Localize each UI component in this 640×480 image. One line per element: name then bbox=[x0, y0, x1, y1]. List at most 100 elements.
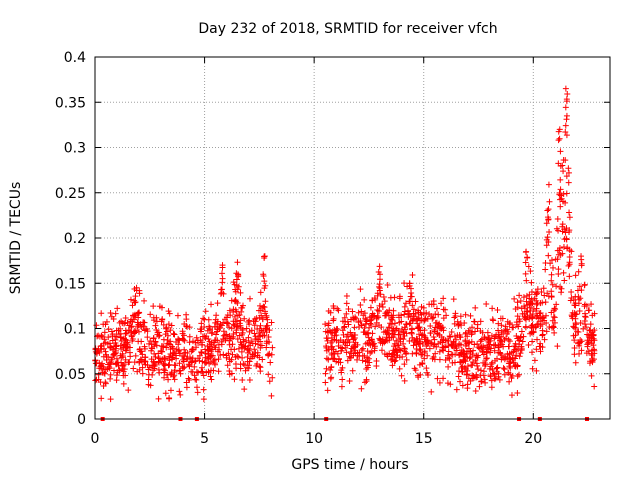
data-point bbox=[457, 378, 464, 385]
data-point bbox=[540, 314, 547, 321]
data-point bbox=[572, 293, 579, 300]
data-point bbox=[549, 317, 556, 324]
data-point bbox=[180, 353, 187, 360]
data-point bbox=[440, 306, 447, 313]
data-point bbox=[116, 319, 123, 326]
data-point bbox=[361, 379, 368, 386]
data-point bbox=[367, 304, 374, 311]
data-point bbox=[142, 361, 149, 368]
data-point bbox=[100, 383, 107, 390]
data-point bbox=[257, 364, 264, 371]
data-point bbox=[522, 249, 529, 256]
data-point bbox=[132, 352, 139, 359]
data-point bbox=[260, 271, 267, 278]
data-point bbox=[401, 377, 408, 384]
data-point bbox=[246, 377, 253, 384]
data-point bbox=[557, 186, 564, 193]
data-point bbox=[543, 236, 550, 243]
data-point bbox=[478, 336, 485, 343]
data-point bbox=[204, 355, 211, 362]
data-point bbox=[491, 347, 498, 354]
data-point bbox=[450, 296, 457, 303]
data-point bbox=[334, 350, 341, 357]
data-point bbox=[193, 344, 200, 351]
data-point bbox=[403, 330, 410, 337]
data-point bbox=[151, 343, 158, 350]
data-point bbox=[257, 344, 264, 351]
data-point bbox=[512, 362, 519, 369]
data-point bbox=[364, 362, 371, 369]
data-point bbox=[424, 352, 431, 359]
data-point bbox=[495, 373, 502, 380]
data-point bbox=[428, 301, 435, 308]
y-tick-label: 0.1 bbox=[64, 322, 86, 338]
data-point bbox=[421, 355, 428, 362]
data-point bbox=[414, 325, 421, 332]
data-point bbox=[565, 165, 572, 172]
data-point bbox=[529, 365, 536, 372]
data-point bbox=[102, 348, 109, 355]
data-point bbox=[557, 163, 564, 170]
data-point bbox=[208, 301, 215, 308]
data-point bbox=[434, 375, 441, 382]
data-point bbox=[198, 368, 205, 375]
data-point bbox=[189, 355, 196, 362]
data-point bbox=[550, 324, 557, 331]
data-point bbox=[113, 355, 120, 362]
data-point bbox=[533, 367, 540, 374]
data-point bbox=[352, 350, 359, 357]
data-point bbox=[256, 363, 263, 370]
data-point bbox=[556, 135, 563, 142]
data-point bbox=[343, 310, 350, 317]
data-point bbox=[403, 350, 410, 357]
data-point bbox=[472, 304, 479, 311]
data-point bbox=[548, 293, 555, 300]
data-point bbox=[473, 371, 480, 378]
data-point bbox=[502, 323, 509, 330]
data-point bbox=[148, 347, 155, 354]
data-point bbox=[145, 376, 152, 383]
data-point bbox=[361, 296, 368, 303]
data-point bbox=[160, 336, 167, 343]
data-point bbox=[409, 318, 416, 325]
data-point bbox=[373, 362, 380, 369]
data-point bbox=[103, 318, 110, 325]
data-point bbox=[529, 338, 536, 345]
data-point bbox=[510, 324, 517, 331]
data-point bbox=[380, 338, 387, 345]
data-point bbox=[573, 321, 580, 328]
data-point bbox=[145, 381, 152, 388]
data-point bbox=[107, 371, 114, 378]
data-point bbox=[339, 327, 346, 334]
data-point bbox=[549, 281, 556, 288]
data-point bbox=[141, 297, 148, 304]
data-point bbox=[167, 327, 174, 334]
data-point bbox=[112, 310, 119, 317]
data-point bbox=[234, 259, 241, 266]
data-point bbox=[495, 335, 502, 342]
data-point bbox=[396, 314, 403, 321]
data-point bbox=[245, 349, 252, 356]
data-point bbox=[157, 347, 164, 354]
data-point bbox=[230, 279, 237, 286]
data-point bbox=[392, 357, 399, 364]
data-point bbox=[473, 360, 480, 367]
data-point bbox=[527, 307, 534, 314]
data-point bbox=[537, 348, 544, 355]
data-point bbox=[389, 362, 396, 369]
data-point bbox=[380, 294, 387, 301]
data-point bbox=[464, 363, 471, 370]
data-point bbox=[189, 369, 196, 376]
data-point bbox=[374, 312, 381, 319]
data-point bbox=[363, 318, 370, 325]
y-tick-label: 0.35 bbox=[55, 95, 86, 111]
data-point bbox=[206, 323, 213, 330]
data-point bbox=[587, 321, 594, 328]
data-point bbox=[215, 368, 222, 375]
data-point bbox=[211, 356, 218, 363]
data-point bbox=[233, 323, 240, 330]
data-point bbox=[512, 340, 519, 347]
data-point bbox=[132, 299, 139, 306]
data-point bbox=[131, 299, 138, 306]
data-point bbox=[411, 313, 418, 320]
